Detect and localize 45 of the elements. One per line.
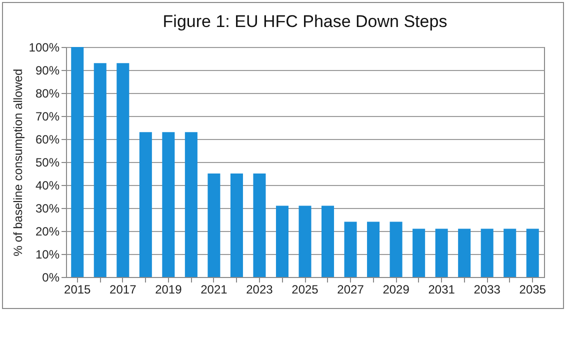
chart-title: Figure 1: EU HFC Phase Down Steps — [162, 12, 448, 31]
x-tick-label: 2025 — [292, 282, 319, 296]
y-tick-label: 80% — [35, 86, 60, 100]
x-tick-label: 2019 — [155, 282, 182, 296]
bar — [480, 228, 494, 277]
x-tick-label: 2031 — [428, 282, 456, 296]
bar — [412, 228, 426, 277]
y-tick-label: 50% — [35, 156, 60, 170]
y-axis-title: % of baseline consumption allowed — [10, 68, 25, 256]
x-tick-label: 2021 — [200, 282, 228, 296]
bar — [526, 228, 539, 277]
y-tick-label: 10% — [35, 248, 60, 262]
bar — [298, 206, 312, 277]
x-tick-label: 2027 — [337, 282, 364, 296]
bar — [162, 132, 175, 277]
y-tick-label: 70% — [35, 110, 60, 124]
bar — [435, 228, 448, 277]
bar — [504, 228, 516, 277]
x-tick-label: 2033 — [474, 282, 501, 296]
bar — [116, 63, 130, 277]
bar — [208, 174, 220, 277]
bar — [253, 174, 266, 277]
x-tick-label: 2035 — [519, 282, 546, 296]
x-tick-label: 2017 — [110, 282, 137, 296]
y-tick-label: 100% — [28, 40, 60, 54]
y-tick-label: 0% — [42, 270, 60, 284]
bar — [184, 132, 198, 277]
y-tick-label: 90% — [35, 64, 60, 78]
y-tick-label: 30% — [35, 202, 60, 216]
y-tick-label: 40% — [35, 178, 60, 192]
bar — [458, 228, 471, 277]
bar — [322, 206, 334, 277]
y-tick-label: 60% — [35, 132, 60, 146]
x-tick-label: 2029 — [382, 282, 410, 296]
bar — [94, 63, 106, 277]
bar — [71, 47, 84, 277]
y-tick-label: 20% — [35, 224, 60, 238]
bar — [230, 174, 243, 277]
bar — [344, 222, 357, 277]
bar — [139, 132, 152, 277]
x-tick-label: 2015 — [64, 282, 92, 296]
bar — [390, 222, 402, 277]
bar — [276, 206, 288, 277]
x-tick-label: 2023 — [246, 282, 274, 296]
bar — [367, 222, 380, 277]
